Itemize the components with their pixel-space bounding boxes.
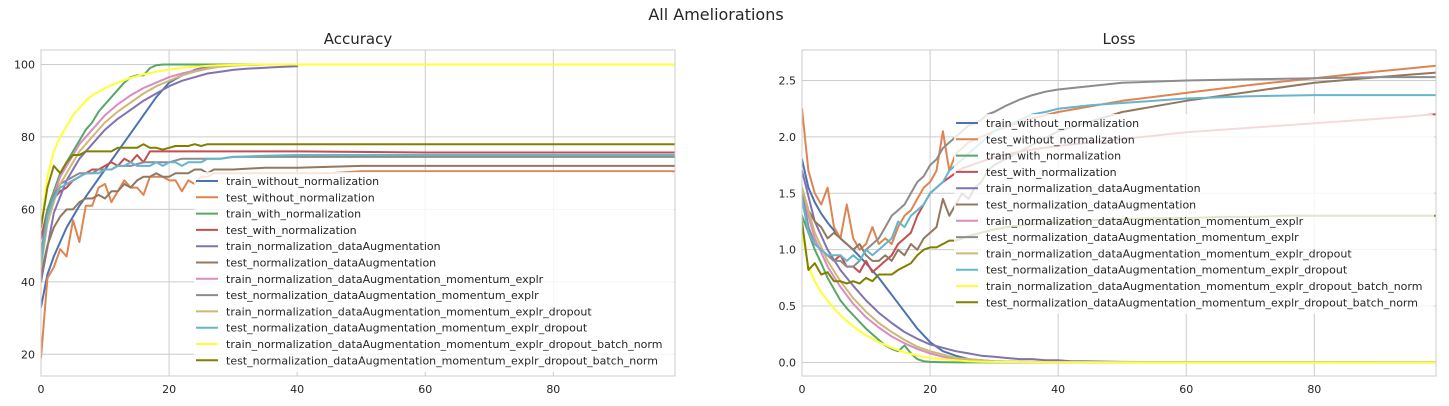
series-lines [41,63,675,359]
loss-panel: 0 20 40 60 80 0.0 0.5 1.0 1.5 2.0 2.5 Loss train_wit… [779,30,1437,396]
y-tick-label: 2.5 [779,74,797,87]
x-tick-label: 20 [162,383,176,396]
legend-entry: test_normalization_dataAugmentation_mome… [226,354,658,367]
y-tick-label: 60 [21,203,35,216]
series-line-train-normalization-dataAugmentation-momentum-explr-dropout-batch-norm [41,63,675,229]
legend-entry: test_with_normalization [986,166,1117,179]
legend-entry: train_without_normalization [226,175,379,188]
x-tick-label: 40 [1051,383,1065,396]
legend-entry: test_normalization_dataAugmentation [986,199,1196,212]
figure-suptitle: All Ameliorations [648,5,783,24]
x-tick-label: 80 [1307,383,1321,396]
legend-box [194,172,674,372]
legend-entry: test_normalization_dataAugmentation_mome… [986,296,1418,309]
series-line-test-normalization-dataAugmentation [41,164,675,276]
chart-title: Accuracy [324,30,393,48]
legend-entry: test_with_normalization [226,224,357,237]
axes-frame [801,49,1437,377]
legend-entry: test_normalization_dataAugmentation_mome… [226,289,539,302]
y-tick-label: 40 [21,276,35,289]
y-tick-label: 0.0 [779,356,797,369]
legend-entry: train_normalization_dataAugmentation_mom… [986,280,1422,293]
legend-entry: train_normalization_dataAugmentation_mom… [226,305,592,318]
y-tick-label: 2.0 [779,131,797,144]
y-tick-label: 80 [21,131,35,144]
x-tick-label: 60 [418,383,432,396]
x-tick-label: 40 [290,383,304,396]
legend: train_without_normalization test_without_… [194,172,674,372]
y-tick-label: 100 [14,58,35,71]
legend-entry: train_with_normalization [226,208,361,221]
series-line-test-normalization-dataAugmentation-momentum-explr [41,155,675,254]
chart-title: Loss [1103,30,1136,48]
x-tick-label: 60 [1179,383,1193,396]
x-tick-label: 0 [799,383,806,396]
legend-entry: train_normalization_dataAugmentation_mom… [226,273,544,286]
legend-entry: train_normalization_dataAugmentation [226,240,441,253]
series-line-test-normalization-dataAugmentation-momentum-explr [802,76,1436,268]
series-line-test-with-normalization [41,150,675,240]
series-line-test-normalization-dataAugmentation-momentum-explr-dropout [41,154,675,265]
series-line-train-normalization-dataAugmentation-momentum-explr-dropout-batch-norm [802,231,1436,364]
legend-entry: train_normalization_dataAugmentation [986,182,1201,195]
legend-entry: train_normalization_dataAugmentation_mom… [226,338,662,351]
legend-box [954,114,1434,314]
y-tick-label: 0.5 [779,300,797,313]
legend-entry: train_without_normalization [986,117,1139,130]
axes-frame [40,49,676,377]
legend-entry: test_normalization_dataAugmentation [226,257,436,270]
series-line-test-normalization-dataAugmentation-momentum-explr-dropout [802,94,1436,262]
y-tick-label: 20 [21,348,35,361]
legend: train_without_normalization test_without_… [954,114,1434,314]
legend-entry: test_normalization_dataAugmentation_mome… [986,231,1299,244]
legend-entry: test_without_normalization [226,191,375,204]
x-tick-label: 20 [923,383,937,396]
x-tick-label: 80 [546,383,560,396]
y-tick-label: 1.5 [779,187,797,200]
accuracy-panel: 0 20 40 60 80 20 40 60 80 100 Accuracy train_withou… [14,30,676,396]
y-tick-label: 1.0 [779,244,797,257]
legend-entry: train_normalization_dataAugmentation_mom… [986,247,1352,260]
x-tick-label: 0 [38,383,45,396]
legend-entry: test_without_normalization [986,133,1135,146]
series-line-train-normalization-dataAugmentation [41,65,299,283]
legend-entry: train_normalization_dataAugmentation_mom… [986,215,1304,228]
legend-entry: test_normalization_dataAugmentation_mome… [986,264,1348,277]
legend-entry: train_with_normalization [986,150,1121,163]
series-line-test-normalization-dataAugmentation-momentum-explr-dropout-batch-norm [41,143,675,229]
legend-entry: test_normalization_dataAugmentation_mome… [226,322,588,335]
